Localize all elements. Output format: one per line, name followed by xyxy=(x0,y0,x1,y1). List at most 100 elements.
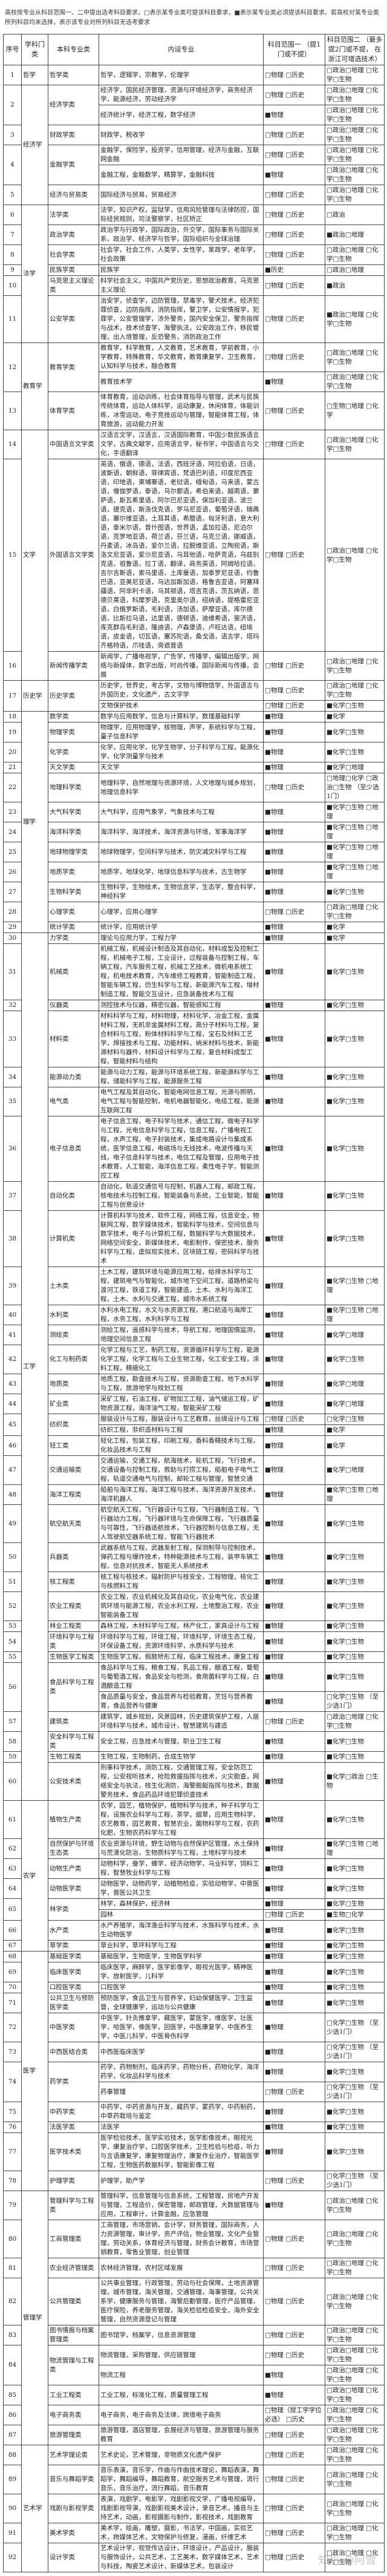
range-one-cell: □物理 □历史 xyxy=(263,2523,325,2543)
range-two-cell: ■化学□生物 □地理 xyxy=(325,1838,385,1859)
row-number: 80 xyxy=(3,2220,22,2258)
range-one-cell: ■物理 xyxy=(263,1631,325,1652)
range-two-cell: ■化学□生物 xyxy=(325,1591,385,1621)
range-one-cell: □物理 □历史 xyxy=(263,244,325,265)
row-number: 79 xyxy=(3,2191,22,2220)
range-one-cell: □物理 □历史 xyxy=(263,2325,325,2345)
majors-cell: 金融学，保险学，投资学，信用管理，经济与金融，互联网金融 xyxy=(99,145,264,165)
row-number: 28 xyxy=(3,902,22,922)
majors-cell: 地理科学，自然地理与资源环境，人文地理与城乡规划，地理信息科学 xyxy=(99,773,264,802)
range-one-cell: □物理 □历史 xyxy=(263,651,325,681)
majors-cell: 表演，戏剧学，电影学，戏剧影视文学，广播电视编导，戏剧影视导演，戏剧影视美术设计… xyxy=(99,2494,264,2523)
majors-cell: 工商管理，市场营销，会计学，财务管理，国际商务，人力资源管理，审计学，资产评估，… xyxy=(99,2220,264,2258)
row-number: 42 xyxy=(3,1345,22,1374)
row-number: 8 xyxy=(3,244,22,265)
major-class-cell: 民族学类 xyxy=(48,264,99,276)
table-row: 51 核工程类 核工程与核技术，辐射防护与核安全，工程物理，核化工与核燃料工程 ■物理… xyxy=(3,1571,385,1592)
majors-cell: 体育教育，运动训练，社会体育指导与管理，武术与民族传统体育，运动人体科学，运动康… xyxy=(99,392,264,430)
majors-cell: 教育技术学 xyxy=(99,372,264,392)
major-class-cell: 艺术学理论类 xyxy=(48,2445,99,2465)
majors-cell: 理论与应用力学，工程力学 xyxy=(99,932,264,944)
major-class-cell: 政治学类 xyxy=(48,224,99,245)
range-two-cell: □政治□地理 □化学□生物 xyxy=(325,1711,385,1732)
majors-cell: 治安学，侦查学，边防管理，禁毒学，警犬技术，经济犯罪侦查，边防指挥，消防指挥，警… xyxy=(99,295,264,343)
majors-cell: 大气科学，应用气象学，气象技术与工程 xyxy=(99,802,264,822)
majors-cell: 林学，森林保护，经济林 xyxy=(99,1898,264,1910)
table-row: 69 临床医学类 临床医学，麻醉学，医学影像学，眼视光医学，精神医学，放射医学，儿科… xyxy=(3,1962,385,1982)
range-one-cell: ■物理 xyxy=(263,2122,325,2133)
major-class-cell: 计算机类 xyxy=(48,1210,99,1267)
row-number: 10 xyxy=(3,275,22,296)
table-row: 70 口腔医学类 口腔医学 ■物理 ■化学□生物 xyxy=(3,1982,385,1993)
majors-cell: 地球物理学，空间科学与技术，防灾减灾科学与工程 xyxy=(99,842,264,862)
range-two-cell: ■化学□生物 xyxy=(325,1181,385,1211)
major-class-cell: 工业工程类 xyxy=(48,2385,99,2405)
range-one-cell: □物理 □历史 xyxy=(263,2445,325,2465)
table-row: 21 天文学类 天文学 ■物理 ■化学□地理 xyxy=(3,762,385,773)
majors-cell: 材料科学与工程，材料物理，材料化学，冶金工程，金属材料工程，无机非金属材料工程，… xyxy=(99,1011,264,1067)
table-row: 27 生物科学类 生物科学，生物技术，生物信息学，生态学，整合科学，神经科学 ■物理 ■… xyxy=(3,882,385,902)
major-class-cell: 兵器类 xyxy=(48,1542,99,1572)
row-number: 49 xyxy=(3,1504,22,1543)
row-number: 54 xyxy=(3,1631,22,1652)
range-one-cell: □物理 □历史 xyxy=(263,185,325,205)
range-one-cell: ■物理 xyxy=(263,1662,325,1692)
range-one-cell: ■物理 xyxy=(263,2132,325,2171)
table-row: 84 物流管理与工程类 物流管理，采购管理，供应链管理 □物理 □历史 □政治□地理 □… xyxy=(3,2345,385,2385)
row-number: 62 xyxy=(3,1838,22,1859)
major-class-cell: 地球物理学类 xyxy=(48,842,99,862)
major-class-cell: 数学类 xyxy=(48,711,99,723)
range-one-cell: ■物理 xyxy=(263,1424,325,1436)
range-two-cell: □政治□地理 □化学□生物 xyxy=(325,2365,385,2385)
range-one-cell: □物理 □历史 xyxy=(263,700,325,712)
majors-cell: 草业科学，草坪科学与工程 xyxy=(99,1940,264,1952)
range-two-cell: ■化学 xyxy=(325,1435,385,1456)
row-number: 91 xyxy=(3,2523,22,2543)
range-two-cell: □化学□生物 （至少选1门） xyxy=(325,2171,385,2191)
row-number: 77 xyxy=(3,2132,22,2171)
major-class-cell: 海洋工程类 xyxy=(48,1484,99,1505)
range-two-cell: ■化学□生物 xyxy=(325,1858,385,1879)
range-one-cell: ■物理 xyxy=(263,1800,325,1839)
table-row: 7 政治学类 政治学与行政学，国际政治，外交学，国际事务与国际关系，政治学、经济学与… xyxy=(3,224,385,245)
table-row: 65 林学类 林学，森林保护，经济林 ■物理 ■化学□生物 xyxy=(3,1898,385,1921)
range-one-cell: □物理 □历史 xyxy=(263,224,325,245)
range-two-cell: □政治□地理 □化学□生物 xyxy=(325,85,385,105)
row-number: 57 xyxy=(3,1711,22,1732)
major-class-cell: 体育学类 xyxy=(48,392,99,430)
majors-cell: 计算机科学与技术，软件工程，网络工程，信息安全，物联网工程，数字媒体技术，智能科… xyxy=(99,1210,264,1267)
major-class-cell: 法医学类 xyxy=(48,2122,99,2133)
table-row: 82 公共管理类 公共事业管理，行政管理，劳动与社会保障，土地资源管理，城市管理，海… xyxy=(3,2278,385,2325)
row-number: 22 xyxy=(3,773,22,802)
range-one-cell: ■物理 xyxy=(263,1898,325,1910)
majors-cell: 测绘工程，遥感科学与技术，导航工程，地理国情监测，地理空间信息工程 xyxy=(99,1325,264,1345)
majors-cell: 森林工程，木材科学与工程，林产化工，家具设计与工程 xyxy=(99,1621,264,1632)
table-row: 58 安全科学与工程类 安全工程，应急技术与管理，职业卫生工程 ■物理 ■化学□生物 xyxy=(3,1731,385,1752)
major-class-cell: 安全科学与工程类 xyxy=(48,1731,99,1752)
majors-cell: 动物医学，动物药学，动植物检疫，实验动物学，中兽医学，兽医公共卫生 xyxy=(99,1878,264,1899)
range-two-cell: □政治□地理 □化学□生物 xyxy=(325,2425,385,2445)
range-two-cell: □政治□地理 □化学□生物 xyxy=(325,430,385,459)
major-class-cell: 能源动力类 xyxy=(48,1067,99,1087)
row-number: 48 xyxy=(3,1484,22,1505)
majors-cell: 建筑学，城乡规划，风景园林，历史建筑保护工程，人居环境科学与技术，城市设计，智慧… xyxy=(99,1711,264,1732)
major-class-cell: 中药学类 xyxy=(48,2102,99,2122)
range-one-cell: □物理 □历史 xyxy=(263,2465,325,2494)
row-number: 64 xyxy=(3,1878,22,1899)
row-number: 43 xyxy=(3,1374,22,1394)
table-row: 33 材料类 材料科学与工程，材料物理，材料化学，冶金工程，金属材料工程，无机非金属… xyxy=(3,1011,385,1067)
range-one-cell: ■物理 xyxy=(263,2385,325,2405)
major-class-cell: 中医学类 xyxy=(48,2013,99,2042)
major-class-cell: 核工程类 xyxy=(48,1571,99,1592)
range-one-cell: ■物理 xyxy=(263,1394,325,1414)
range-two-cell: □化学□生物 xyxy=(325,1414,385,1425)
table-row: 13 体育学类 体育教育，运动训练，社会体育指导与管理，武术与民族传统体育，运动人体… xyxy=(3,392,385,430)
majors-cell: 临床医学，麻醉学，医学影像学，眼视光医学，精神医学，放射医学，儿科学 xyxy=(99,1962,264,1982)
major-class-cell: 外国语言文学类 xyxy=(48,459,99,652)
range-one-cell: ■物理 xyxy=(263,1345,325,1374)
major-class-cell: 法学类 xyxy=(48,205,99,225)
majors-cell: 民族学 xyxy=(99,264,264,276)
range-one-cell: □物理 □历史 xyxy=(263,2494,325,2523)
major-class-cell: 大气科学类 xyxy=(48,802,99,822)
table-row: 55 生物医学工程类 生物医学工程，假肢矫形工程，临床工程技术，康复工程 ■物理 ■化学… xyxy=(3,1651,385,1663)
